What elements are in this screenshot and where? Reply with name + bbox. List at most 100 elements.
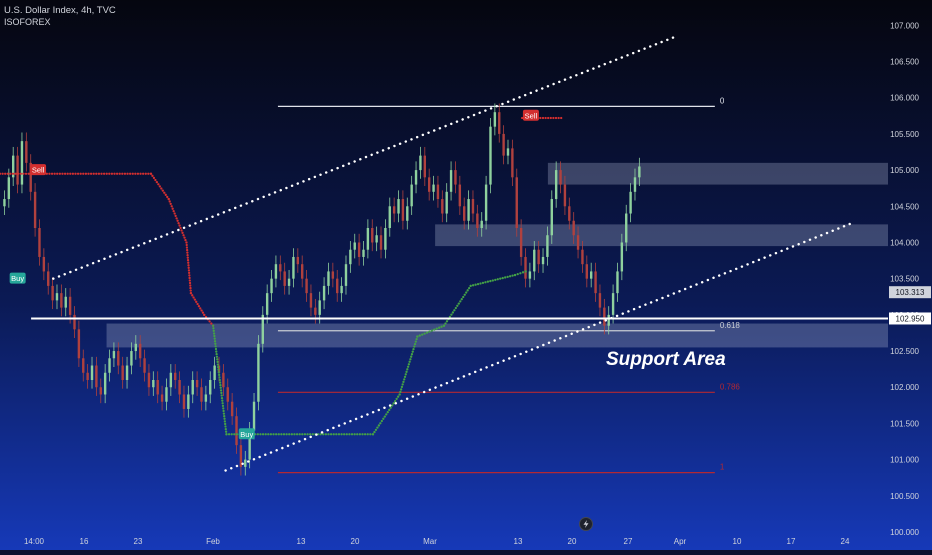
candle-39 [174,372,177,380]
supertrend-red-top-dot [549,116,552,120]
supertrend-red-dot [126,172,129,175]
supertrend-red-dot [66,172,69,175]
channel-lower-line [224,221,854,472]
candle-134 [589,271,593,279]
candle-16 [73,314,76,330]
candle-2 [11,155,15,178]
x-tick-label: 23 [134,537,143,546]
supertrend-green-dot [223,415,226,418]
supertrend-green-dot [224,425,227,428]
supertrend-red-dot [9,172,12,175]
supertrend-red-dot [152,176,156,180]
candle-94 [414,170,418,185]
candle-110 [484,184,488,221]
candle-80 [353,242,356,250]
zones-layer [106,162,888,348]
x-tick-label: 20 [568,537,577,546]
supertrend-red-dot [171,207,174,210]
supertrend-red-dot [188,274,191,277]
candle-28 [125,365,129,380]
price-badge-label-1: 102.950 [896,314,925,323]
supertrend-red-dot [48,172,51,175]
candle-104 [458,184,462,207]
supertrend-green-dot [481,281,485,285]
supertrend-red-dot [139,172,142,175]
candle-18 [82,358,85,373]
candle-21 [95,365,98,388]
candle-15 [68,296,72,315]
candle-5 [25,141,28,163]
supertrend-red-dot [53,172,56,175]
candle-20 [90,365,94,380]
candle-17 [77,329,81,359]
candle-44 [195,380,199,388]
candle-120 [528,271,532,279]
y-tick-label: 105.500 [890,130,919,139]
candle-128 [563,184,567,207]
supertrend-green-dot [471,284,475,287]
supertrend-green-dot [224,427,227,431]
candle-38 [169,372,173,388]
candle-54 [239,445,243,467]
supertrend-red-dot [170,205,173,208]
fib-label-1: 0.618 [720,321,741,330]
candle-11 [51,285,54,301]
supertrend-green-dot [435,327,438,330]
supertrend-green-dot [484,281,487,284]
supertrend-red-dot [82,172,85,175]
candle-101 [445,191,448,214]
supertrend-red-top-dot [541,116,545,120]
supertrend-green-dot [269,433,273,436]
supertrend-green-dot [369,433,372,436]
candle-24 [108,358,111,373]
supertrend-green-dot [401,383,404,386]
candle-97 [427,177,431,192]
supertrend-red-dot [197,305,201,308]
candle-123 [541,256,545,265]
y-tick-label: 104.500 [890,202,919,211]
candle-99 [436,184,440,200]
x-tick-label: 13 [297,537,306,546]
candle-136 [598,293,602,308]
supertrend-green-dot [521,271,525,274]
candle-114 [502,133,505,156]
lightning-icon[interactable] [579,517,593,531]
supertrend-green-dot [409,358,412,361]
supertrend-red-dot [6,172,9,175]
supertrend-green-dot [319,433,322,436]
candle-91 [401,199,405,221]
supertrend-green-dot [496,278,499,281]
candle-79 [349,249,352,265]
candle-66 [292,256,295,279]
supertrend-red-dot [105,172,108,175]
supertrend-green-dot [223,417,226,420]
supertrend-red-dot [210,322,213,325]
supertrend-green-dot [463,293,466,296]
candle-26 [117,351,120,366]
price-badge-1 [889,312,931,325]
candle-7 [33,191,37,228]
supertrend-red-dot [155,181,159,184]
supertrend-green-dot [489,279,492,283]
supertrend-red-dot [182,234,185,237]
supertrend-green-dot [230,433,233,436]
channel-upper-line [52,34,678,280]
candle-144 [633,177,637,192]
supertrend-green-dot [216,363,220,366]
candle-89 [392,206,396,214]
supertrend-red-dot [184,238,187,242]
candle-112 [493,112,497,127]
candle-132 [581,249,584,265]
supertrend-green-dot [386,411,389,414]
supertrend-green-dot [212,329,215,333]
candle-68 [300,264,304,279]
supertrend-green-dot [222,412,226,415]
x-axis: 14:00 16 23 Feb 13 20 Mar 13 20 27 Apr 10 17 24 [24,537,850,546]
supertrend-green-dot [395,397,398,401]
supertrend-green-dot [474,283,477,286]
supertrend-green-dot [275,433,278,436]
candle-96 [423,155,427,178]
candle-22 [99,387,102,395]
supertrend-green-dot [415,337,418,341]
